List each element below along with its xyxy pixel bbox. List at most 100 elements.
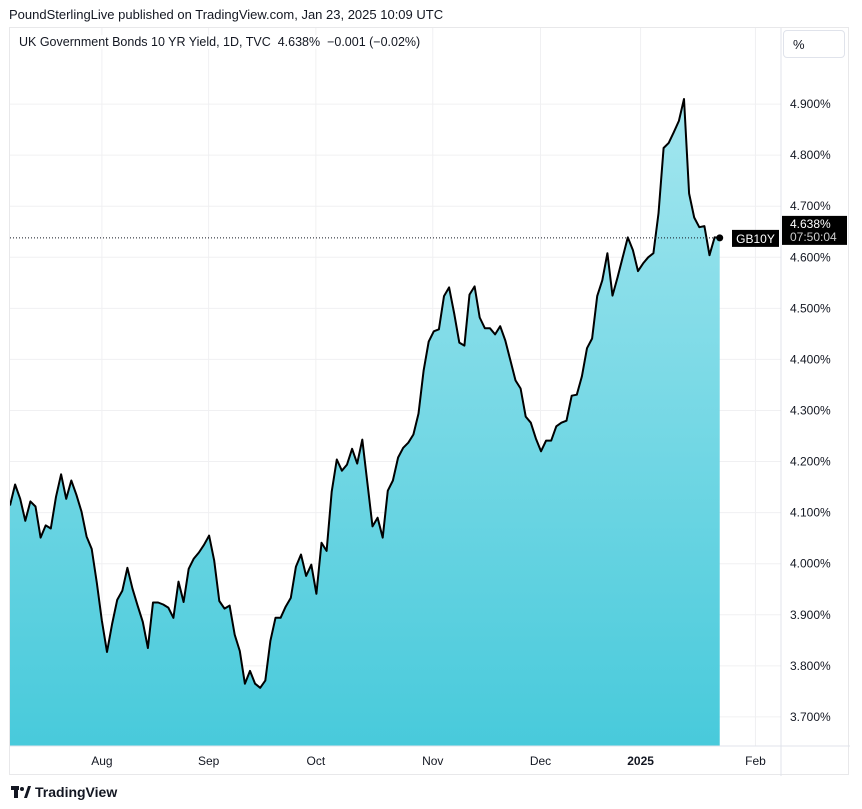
data-point[interactable] <box>370 524 375 529</box>
data-point[interactable] <box>595 294 600 299</box>
data-point[interactable] <box>482 326 487 331</box>
data-point[interactable] <box>646 255 651 260</box>
data-point[interactable] <box>651 251 656 256</box>
data-point[interactable] <box>99 618 104 623</box>
data-point[interactable] <box>707 253 712 258</box>
data-point[interactable] <box>559 420 564 425</box>
data-point[interactable] <box>528 420 533 425</box>
data-point[interactable] <box>38 535 43 540</box>
data-point[interactable] <box>253 681 258 686</box>
data-point[interactable] <box>171 615 176 620</box>
data-point[interactable] <box>191 556 196 561</box>
data-point[interactable] <box>258 685 263 690</box>
data-point[interactable] <box>156 600 161 605</box>
data-point[interactable] <box>130 586 135 591</box>
data-point[interactable] <box>161 602 166 607</box>
data-point[interactable] <box>176 579 181 584</box>
data-point[interactable] <box>416 411 421 416</box>
data-point[interactable] <box>344 462 349 467</box>
data-point[interactable] <box>293 564 298 569</box>
data-point[interactable] <box>666 140 671 145</box>
data-point[interactable] <box>641 261 646 266</box>
data-point[interactable] <box>544 438 549 443</box>
data-point[interactable] <box>539 449 544 454</box>
data-point[interactable] <box>268 638 273 643</box>
data-point[interactable] <box>222 606 227 611</box>
data-point[interactable] <box>523 414 528 419</box>
data-point[interactable] <box>181 599 186 604</box>
data-point[interactable] <box>309 562 314 567</box>
data-point[interactable] <box>186 566 191 571</box>
data-point[interactable] <box>212 558 217 563</box>
yield-chart[interactable]: 3.700% 3.800% 3.900% 4.000% 4.100% 4.200% 4.30… <box>10 28 850 776</box>
data-point[interactable] <box>74 492 79 497</box>
data-point[interactable] <box>590 336 595 341</box>
data-point[interactable] <box>64 496 69 501</box>
data-point[interactable] <box>69 478 74 483</box>
tradingview-logo[interactable]: TradingView <box>11 784 117 800</box>
data-point[interactable] <box>462 343 467 348</box>
data-point[interactable] <box>676 118 681 123</box>
data-point[interactable] <box>334 457 339 462</box>
data-point[interactable] <box>166 605 171 610</box>
data-point[interactable] <box>436 327 441 332</box>
data-point[interactable] <box>421 368 426 373</box>
data-point[interactable] <box>493 332 498 337</box>
data-point[interactable] <box>304 573 309 578</box>
data-point[interactable] <box>125 565 130 570</box>
data-point[interactable] <box>150 600 155 605</box>
data-point[interactable] <box>636 269 641 274</box>
data-point[interactable] <box>661 146 666 151</box>
data-point[interactable] <box>549 438 554 443</box>
data-point[interactable] <box>217 598 222 603</box>
data-point[interactable] <box>584 346 589 351</box>
data-point[interactable] <box>615 275 620 280</box>
data-point[interactable] <box>472 284 477 289</box>
data-point[interactable] <box>365 481 370 486</box>
data-point[interactable] <box>487 326 492 331</box>
data-point[interactable] <box>390 478 395 483</box>
data-point[interactable] <box>314 591 319 596</box>
data-point[interactable] <box>385 488 390 493</box>
data-point[interactable] <box>375 515 380 520</box>
data-point[interactable] <box>697 225 702 230</box>
data-point[interactable] <box>278 615 283 620</box>
data-point[interactable] <box>283 604 288 609</box>
data-point[interactable] <box>380 535 385 540</box>
percent-scale-button[interactable]: % <box>783 30 845 58</box>
data-point[interactable] <box>600 278 605 283</box>
data-point[interactable] <box>681 96 686 101</box>
data-point[interactable] <box>692 215 697 220</box>
data-point[interactable] <box>452 311 457 316</box>
data-point[interactable] <box>630 248 635 253</box>
data-point[interactable] <box>18 496 23 501</box>
data-point[interactable] <box>656 211 661 216</box>
data-point[interactable] <box>319 540 324 545</box>
data-point[interactable] <box>145 645 150 650</box>
data-point[interactable] <box>237 649 242 654</box>
data-point[interactable] <box>329 489 334 494</box>
data-point[interactable] <box>263 678 268 683</box>
data-point[interactable] <box>288 595 293 600</box>
data-point[interactable] <box>498 324 503 329</box>
data-point[interactable] <box>426 339 431 344</box>
data-point[interactable] <box>620 255 625 260</box>
data-point[interactable] <box>227 603 232 608</box>
data-point[interactable] <box>247 668 252 673</box>
data-point[interactable] <box>13 482 18 487</box>
data-point[interactable] <box>610 293 615 298</box>
data-point[interactable] <box>569 393 574 398</box>
data-point[interactable] <box>140 619 145 624</box>
data-point[interactable] <box>671 130 676 135</box>
data-point[interactable] <box>431 329 436 334</box>
data-point[interactable] <box>447 285 452 290</box>
data-point[interactable] <box>28 499 33 504</box>
data-point[interactable] <box>115 597 120 602</box>
data-point[interactable] <box>401 445 406 450</box>
data-point[interactable] <box>232 632 237 637</box>
data-point[interactable] <box>196 550 201 555</box>
data-point[interactable] <box>442 294 447 299</box>
data-point[interactable] <box>120 588 125 593</box>
data-point[interactable] <box>53 494 58 499</box>
data-point[interactable] <box>411 432 416 437</box>
